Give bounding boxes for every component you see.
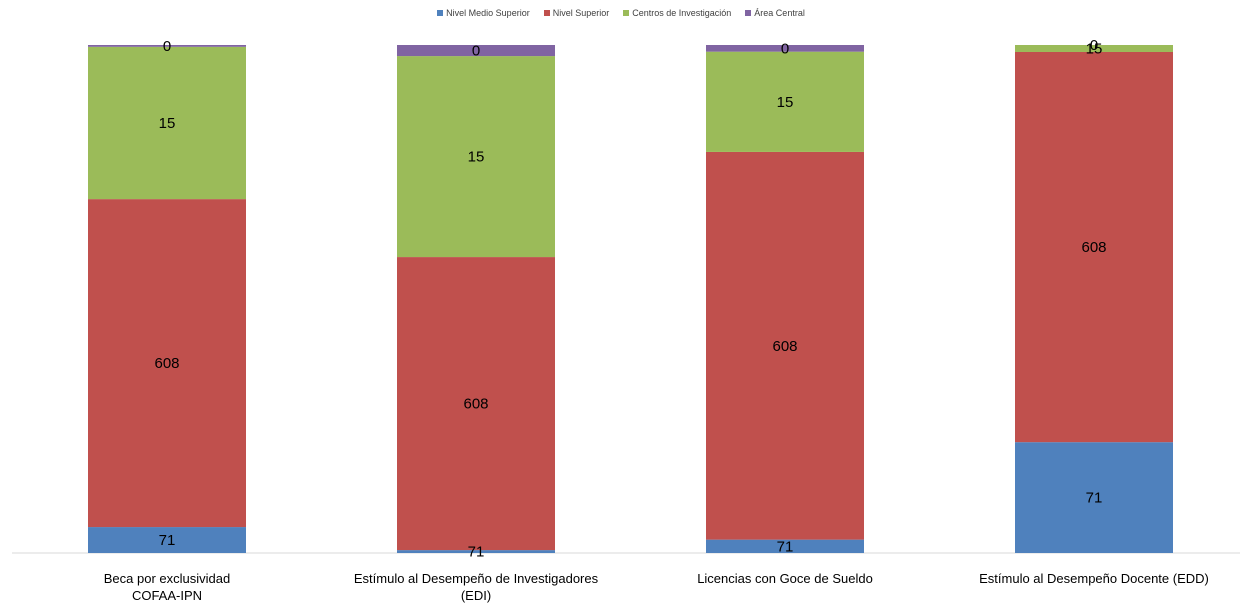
bar-segment xyxy=(397,45,555,57)
data-label: 15 xyxy=(777,94,794,111)
bar-segment xyxy=(397,257,555,551)
legend-label: Nivel Medio Superior xyxy=(446,8,530,18)
data-label: 0 xyxy=(781,40,789,57)
bar-segment xyxy=(1015,51,1173,443)
legend-swatch xyxy=(543,10,550,16)
category-label: Estímulo al Desempeño de Investigadores (… xyxy=(326,570,626,604)
category-label-line: (EDI) xyxy=(460,588,492,603)
data-label: 15 xyxy=(468,149,485,166)
data-label: 15 xyxy=(159,115,176,132)
legend: Nivel Medio Superior Nivel Superior Centro… xyxy=(0,6,1242,20)
category-label-line: Licencias con Goce de Sueldo xyxy=(697,571,873,586)
data-label: 71 xyxy=(468,544,485,561)
bar-segment xyxy=(88,527,246,553)
legend-item-1: Nivel Superior xyxy=(543,8,610,18)
data-label: 0 xyxy=(163,38,171,55)
legend-item-3: Área Central xyxy=(745,8,805,18)
data-label: 0 xyxy=(472,43,480,60)
category-label: Licencias con Goce de Sueldo xyxy=(635,570,935,587)
category-label: Estímulo al Desempeño Docente (EDD) xyxy=(944,570,1242,587)
bar-segment xyxy=(88,45,246,47)
legend-label: Centros de Investigación xyxy=(632,8,732,18)
bar-segment xyxy=(88,46,246,200)
data-label: 608 xyxy=(154,355,179,372)
bar-segment xyxy=(706,539,864,553)
category-label-line: Beca por exclusividad xyxy=(103,571,231,586)
bar-segment xyxy=(706,51,864,152)
data-label: 15 xyxy=(1086,40,1103,57)
data-label: 0 xyxy=(1090,37,1098,54)
data-label: 71 xyxy=(1086,490,1103,507)
bar-segment xyxy=(706,45,864,52)
bar-segment xyxy=(1015,45,1173,52)
bar-segment xyxy=(397,56,555,258)
category-label-line: COFAA-IPN xyxy=(131,588,203,603)
legend-label: Área Central xyxy=(754,8,805,18)
legend-item-2: Centros de Investigación xyxy=(623,8,731,18)
data-label: 608 xyxy=(463,396,488,413)
legend-swatch xyxy=(437,10,444,16)
bar-segment xyxy=(1015,442,1173,553)
data-label: 608 xyxy=(772,338,797,355)
bar-segment xyxy=(88,199,246,528)
category-label: Beca por exclusividad COFAA-IPN xyxy=(17,570,317,604)
category-label-line: Estímulo al Desempeño Docente (EDD) xyxy=(979,571,1209,586)
data-label: 608 xyxy=(1081,239,1106,256)
bar-segment xyxy=(706,151,864,540)
legend-swatch xyxy=(623,10,630,16)
data-label: 71 xyxy=(159,532,176,549)
legend-label: Nivel Superior xyxy=(552,8,610,18)
legend-swatch xyxy=(745,10,752,16)
legend-item-0: Nivel Medio Superior xyxy=(437,8,530,18)
bar-segment xyxy=(397,550,555,553)
data-label: 71 xyxy=(777,538,794,555)
category-label-line: Estímulo al Desempeño de Investigadores xyxy=(353,571,599,586)
